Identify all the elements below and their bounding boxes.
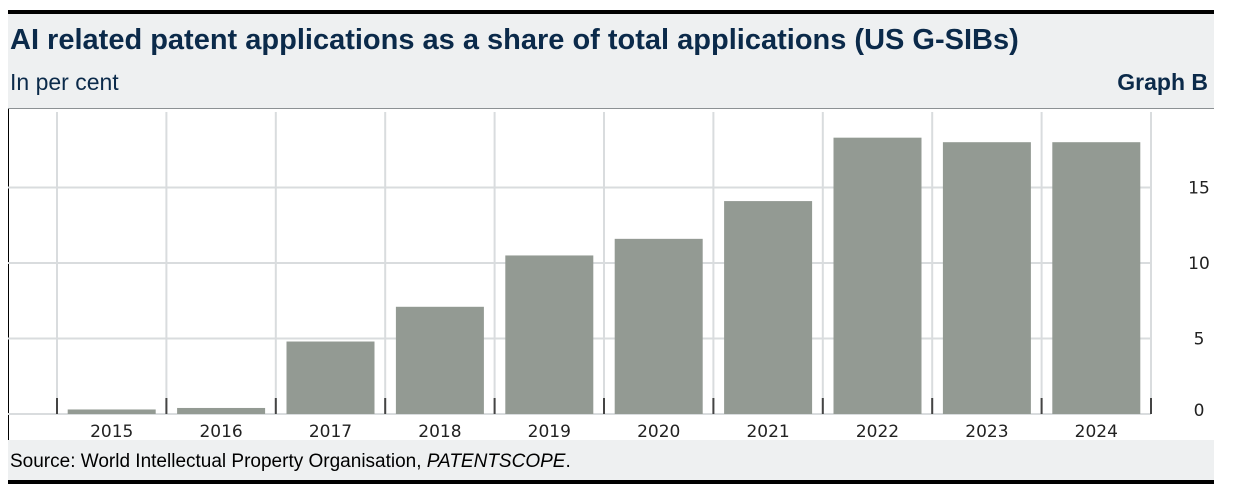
bar [833,137,922,415]
bar [1052,142,1141,414]
chart-labels: 2015 2016 2017 2018 2019 2020 2021 2022 2023 2024… [90,179,1210,441]
top-rule [8,10,1214,14]
x-tick-label: 2024 [1075,422,1118,440]
bar [395,306,484,414]
bottom-rule [8,480,1214,484]
source-suffix: . [565,451,571,472]
chart-frame: AI related patent applications as a shar… [8,10,1214,484]
x-tick-label: 2020 [637,422,680,440]
x-tick-label: 2018 [418,422,461,440]
bar [177,407,266,414]
graph-label: Graph B [1117,69,1208,95]
chart-title: AI related patent applications as a shar… [10,24,1019,56]
y-tick-label: 5 [1194,330,1205,350]
bar [505,255,594,414]
x-tick-label: 2016 [199,422,242,440]
bar [67,409,156,414]
x-tick-label: 2017 [309,422,352,440]
source-note: Source: World Intellectual Property Orga… [10,451,571,473]
y-tick-label: 15 [1188,179,1210,199]
left-rule [8,14,9,480]
x-tick-label: 2015 [90,422,133,440]
source-prefix: Source: World Intellectual Property Orga… [10,451,427,472]
y-tick-label: 0 [1194,401,1205,421]
bar [724,201,813,414]
x-tick-label: 2023 [965,422,1008,440]
chart-axis [56,398,1152,414]
bar [614,238,703,414]
source-italic: PATENTSCOPE [426,451,566,472]
x-tick-label: 2021 [746,422,789,440]
chart-bars [67,137,1141,415]
x-tick-label: 2022 [856,422,899,440]
chart-subtitle: In per cent [10,69,119,95]
bar [942,142,1031,414]
bar-chart: 2015 2016 2017 2018 2019 2020 2021 2022 2023 2024… [8,112,1210,441]
chart-header: AI related patent applications as a shar… [8,14,1214,109]
y-tick-label: 10 [1188,254,1210,274]
x-tick-label: 2019 [528,422,571,440]
chart-footer: Source: World Intellectual Property Orga… [8,440,1214,480]
bar [286,341,375,414]
